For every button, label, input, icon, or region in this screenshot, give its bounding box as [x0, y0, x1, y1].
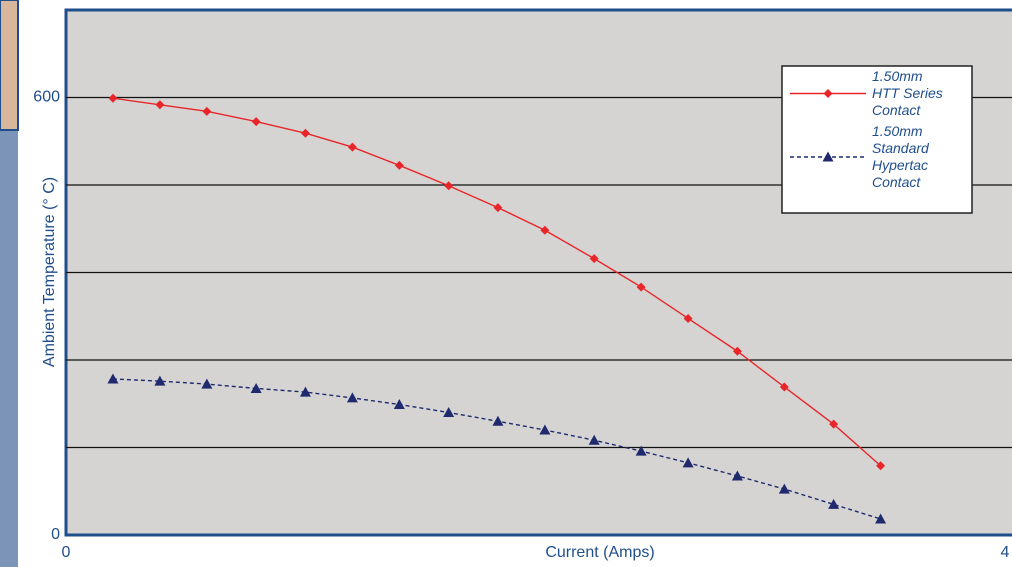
marker — [876, 461, 886, 471]
marker — [347, 142, 357, 152]
marker — [155, 100, 165, 110]
marker — [682, 457, 694, 468]
series — [107, 93, 887, 524]
marker — [540, 225, 550, 235]
marker — [823, 89, 833, 98]
legend-label: 1.50mm Standard Hypertac Contact — [872, 123, 929, 190]
marker — [444, 181, 454, 191]
marker — [875, 513, 887, 524]
side-photo — [0, 0, 19, 131]
legend — [781, 65, 973, 214]
marker — [107, 373, 119, 384]
marker — [202, 106, 212, 116]
marker — [154, 375, 166, 386]
y-axis-label: Ambient Temperature (° C) — [41, 177, 58, 367]
marker — [300, 128, 310, 138]
x-tick-label: 4 — [1001, 544, 1010, 561]
y-tick-label: 600 — [33, 89, 60, 106]
marker — [588, 434, 600, 445]
marker — [394, 160, 404, 170]
grid — [66, 96, 1012, 449]
y-tick-label: 0 — [51, 526, 60, 543]
marker — [829, 419, 839, 429]
marker — [251, 117, 261, 127]
marker — [635, 445, 647, 456]
marker — [493, 203, 503, 213]
marker — [731, 470, 743, 481]
marker — [779, 382, 789, 392]
marker — [822, 151, 834, 162]
marker — [250, 382, 262, 393]
marker — [299, 386, 311, 397]
marker — [732, 346, 742, 356]
marker — [683, 313, 693, 323]
marker — [393, 398, 405, 409]
marker — [778, 483, 790, 494]
marker — [589, 254, 599, 264]
marker — [346, 392, 358, 403]
marker — [636, 282, 646, 292]
x-axis-label: Current (Amps) — [545, 544, 654, 561]
marker — [108, 93, 118, 103]
side-panel — [0, 0, 18, 567]
marker — [539, 424, 551, 435]
marker — [201, 378, 213, 389]
x-tick-label: 0 — [62, 544, 71, 561]
marker — [828, 498, 840, 509]
marker — [492, 415, 504, 426]
legend-label: 1.50mm HTT Series Contact — [872, 68, 943, 118]
marker — [443, 407, 455, 417]
